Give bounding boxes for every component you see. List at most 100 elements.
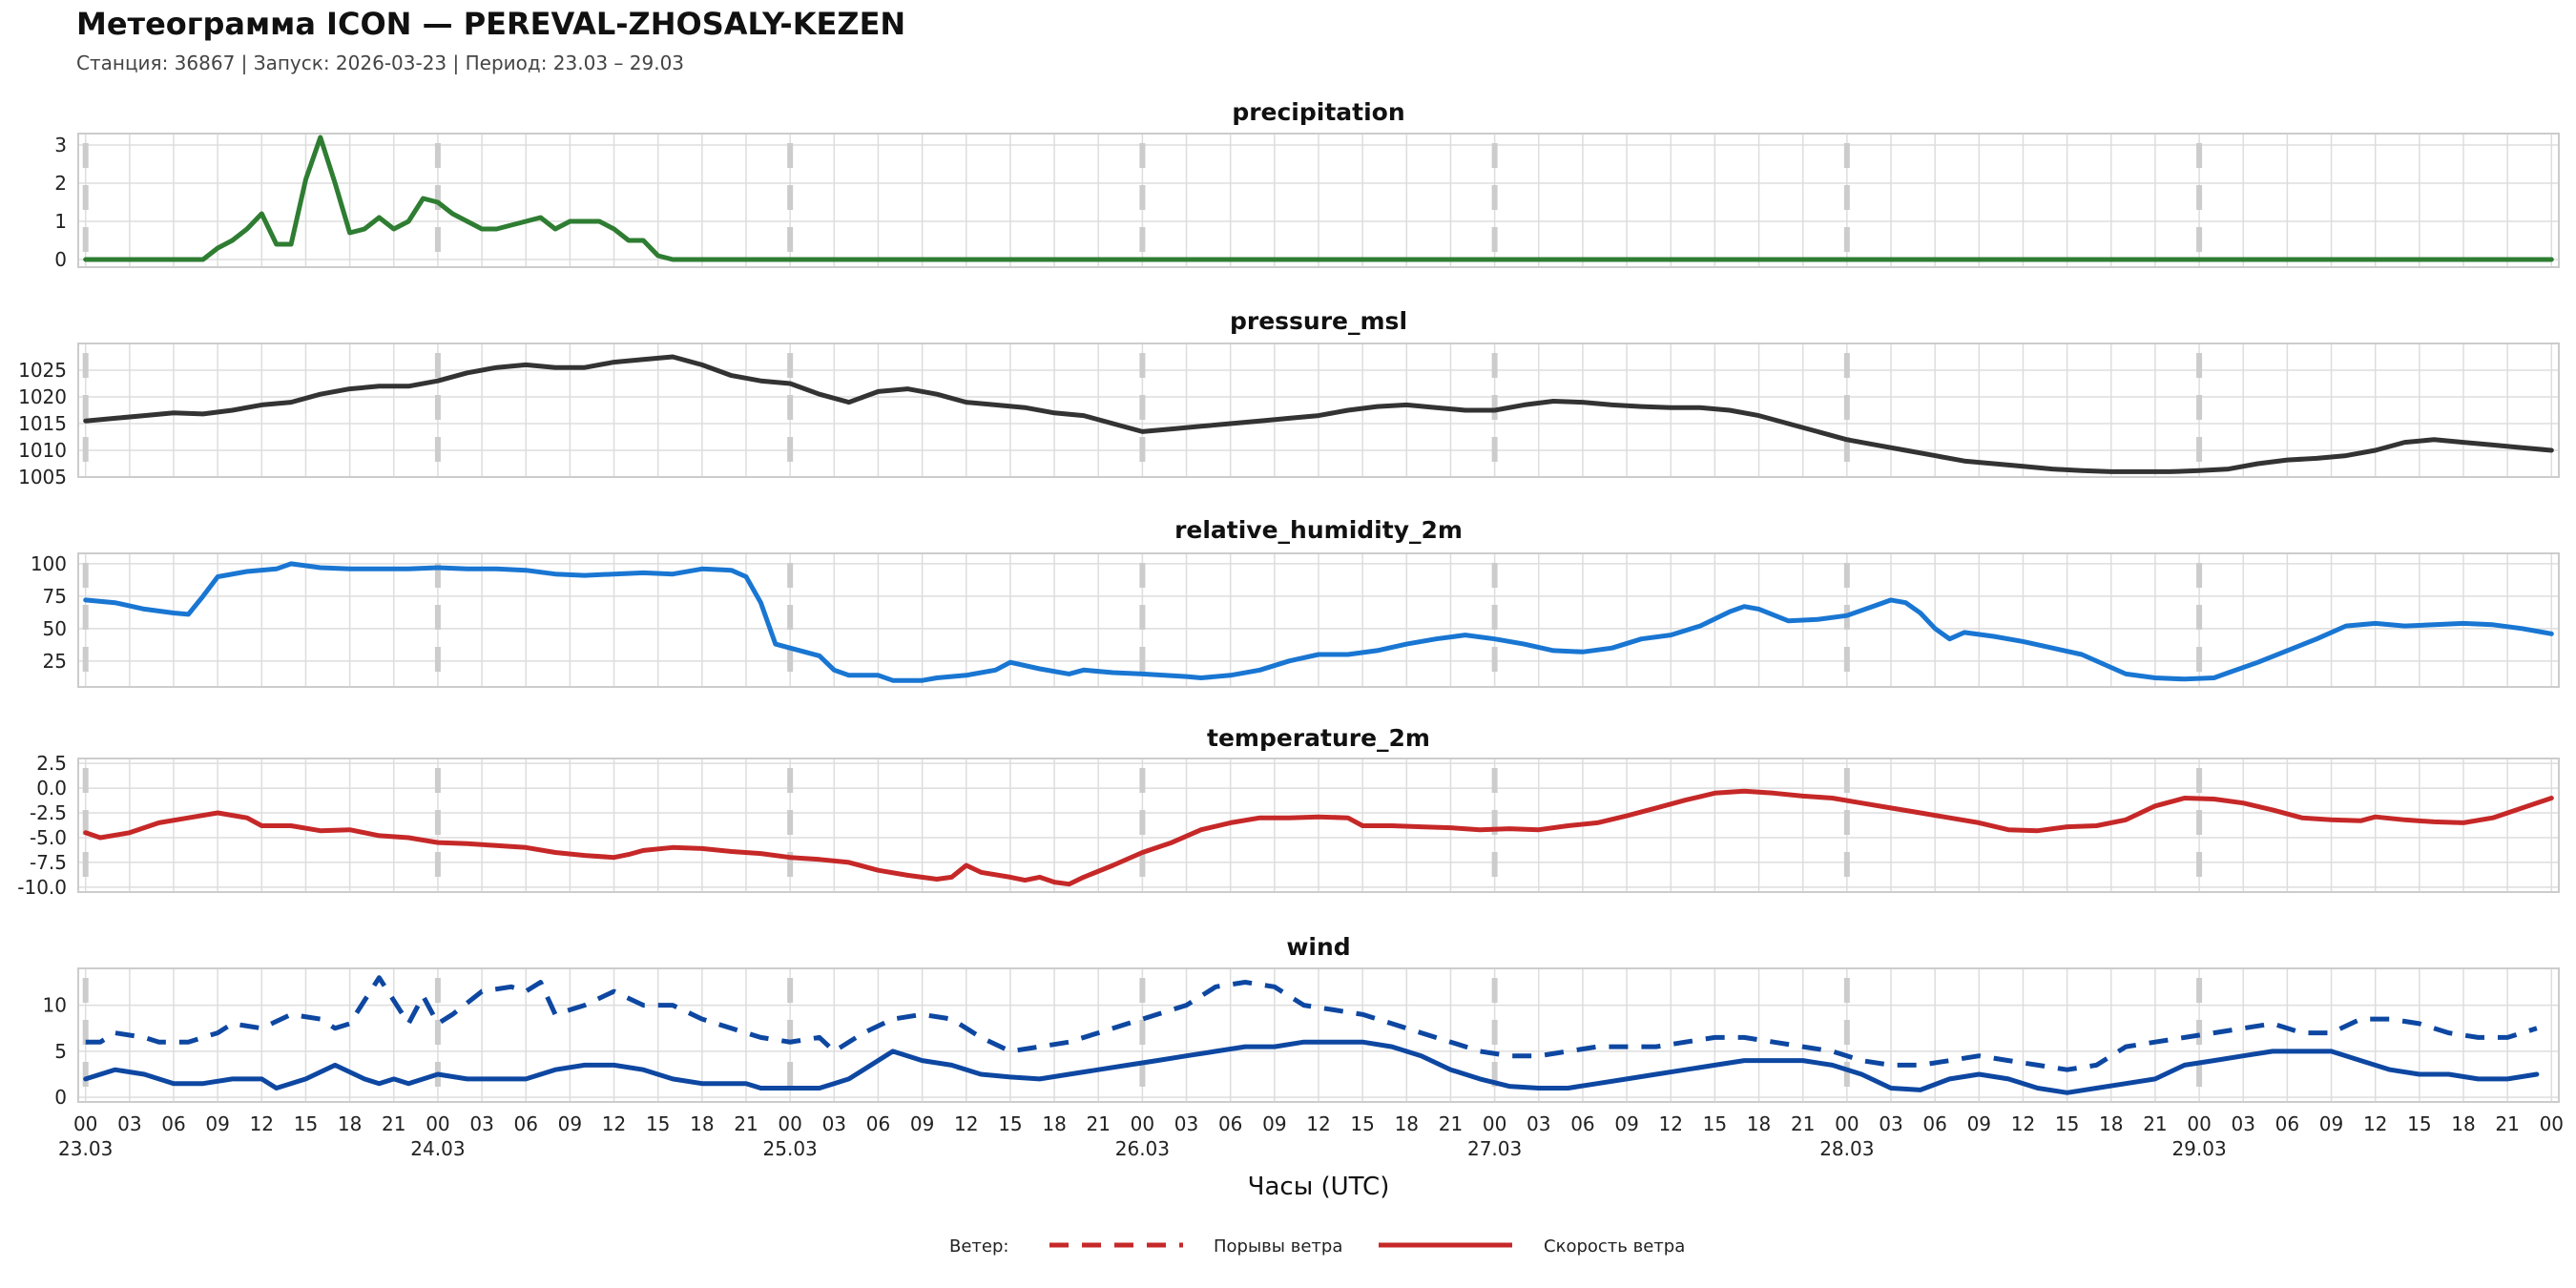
series-line-speed (83, 1039, 2540, 1095)
y-tick-label: -7.5 (30, 851, 67, 874)
legend-speed-label: Скорость ветра (1544, 1236, 1685, 1257)
x-tick-label: 00 (2187, 1112, 2211, 1135)
y-tick-label: -5.0 (30, 826, 67, 849)
x-tick-label: 21 (1439, 1112, 1463, 1135)
panel-precipitation: 0 1 2 3 precipitation (54, 98, 2560, 271)
x-tick-label: 15 (998, 1112, 1022, 1135)
y-tick-label: 2 (54, 172, 67, 195)
panel-frame (77, 133, 2560, 268)
x-tick-label: 12 (2363, 1112, 2387, 1135)
x-tick-label: 06 (2275, 1112, 2299, 1135)
x-tick-label: 06 (161, 1112, 185, 1135)
x-tick-label: 03 (117, 1112, 141, 1135)
y-tick-label: 25 (43, 650, 67, 673)
panel-title: precipitation (1232, 98, 1404, 126)
x-tick-label: 15 (2055, 1112, 2079, 1135)
x-day-label: 24.03 (410, 1137, 465, 1160)
x-tick-label: 06 (1922, 1112, 1946, 1135)
x-tick-label: 00 (73, 1112, 97, 1135)
y-tick-label: 50 (43, 617, 67, 640)
x-tick-label: 09 (910, 1112, 934, 1135)
y-tick-label: 2.5 (36, 752, 67, 775)
x-axis: 00 03 06 09 12 15 18 21 00 03 06 09 12 15 18 21 00 03 06 09… (58, 1112, 2564, 1201)
series-line-gusts (85, 975, 2538, 1072)
x-tick-label: 06 (1570, 1112, 1594, 1135)
x-tick-label: 12 (602, 1112, 626, 1135)
y-tick-label: 0.0 (36, 777, 67, 800)
series-line-pressure-msl (83, 354, 2554, 474)
x-tick-label: 21 (734, 1112, 758, 1135)
x-tick-label: 03 (469, 1112, 493, 1135)
panel-wind: 0 5 10 wind (43, 933, 2560, 1109)
x-tick-label: 15 (1703, 1112, 1727, 1135)
x-tick-label: 15 (2407, 1112, 2431, 1135)
chart-subtitle: Станция: 36867 | Запуск: 2026-03-23 | Пе… (76, 52, 685, 74)
x-tick-label: 21 (2495, 1112, 2519, 1135)
series-line-temperature-2m (83, 788, 2554, 887)
panel-pressure-msl: 1005 1010 1015 1020 1025 pressure_msl (18, 307, 2560, 488)
y-tick-label: -2.5 (30, 801, 67, 824)
x-tick-label: 21 (1791, 1112, 1815, 1135)
x-tick-label: 03 (2232, 1112, 2255, 1135)
panel-title: relative_humidity_2m (1174, 516, 1463, 544)
x-tick-label: 00 (1483, 1112, 1506, 1135)
panel-frame (77, 967, 2560, 1103)
x-day-label: 29.03 (2171, 1137, 2226, 1160)
x-tick-label: 03 (1879, 1112, 1902, 1135)
y-tick-label: 100 (31, 552, 67, 575)
y-tick-label: 1 (54, 210, 67, 233)
x-tick-label: 12 (2011, 1112, 2035, 1135)
panel-frame (77, 343, 2560, 478)
y-tick-label: 0 (54, 248, 67, 271)
x-tick-label: 06 (1218, 1112, 1242, 1135)
x-tick-label: 12 (250, 1112, 274, 1135)
legend-gusts-label: Порывы ветра (1214, 1236, 1342, 1257)
x-tick-label: 18 (1395, 1112, 1419, 1135)
x-tick-label: 06 (514, 1112, 538, 1135)
y-tick-label: 3 (54, 134, 67, 156)
x-day-label: 28.03 (1819, 1137, 1874, 1160)
x-tick-label: 03 (1527, 1112, 1550, 1135)
x-tick-label: 00 (1835, 1112, 1859, 1135)
x-tick-label: 21 (382, 1112, 405, 1135)
x-tick-label: 09 (205, 1112, 229, 1135)
x-tick-label: 18 (2099, 1112, 2123, 1135)
x-tick-label: 00 (2540, 1112, 2564, 1135)
x-tick-label: 00 (1131, 1112, 1154, 1135)
x-tick-label: 12 (1306, 1112, 1330, 1135)
x-axis-label: Часы (UTC) (1248, 1173, 1390, 1201)
chart-title: Метеограмма ICON — PEREVAL-ZHOSALY-KEZEN (76, 6, 906, 42)
x-tick-label: 06 (866, 1112, 890, 1135)
y-tick-label: 10 (43, 994, 67, 1017)
series-line-relative-humidity-2m (83, 561, 2554, 683)
x-tick-label: 09 (1262, 1112, 1286, 1135)
y-tick-label: 1020 (18, 385, 67, 408)
panel-title: temperature_2m (1207, 724, 1430, 752)
x-tick-label: 18 (1042, 1112, 1066, 1135)
x-tick-label: 09 (2319, 1112, 2343, 1135)
panel-frame (77, 552, 2560, 688)
x-day-label: 27.03 (1467, 1137, 1522, 1160)
x-tick-label: 09 (1967, 1112, 1991, 1135)
y-tick-label: 5 (54, 1040, 67, 1063)
x-tick-label: 18 (690, 1112, 714, 1135)
y-tick-label: 1005 (18, 466, 67, 488)
x-tick-label: 18 (2451, 1112, 2475, 1135)
x-tick-label: 03 (1174, 1112, 1198, 1135)
legend: Ветер: Порывы ветра Скорость ветра (949, 1236, 1685, 1257)
x-tick-label: 15 (1350, 1112, 1374, 1135)
x-tick-label: 18 (1747, 1112, 1771, 1135)
x-day-label: 23.03 (58, 1137, 113, 1160)
x-tick-label: 00 (426, 1112, 449, 1135)
x-tick-label: 15 (294, 1112, 318, 1135)
y-tick-label: 1010 (18, 439, 67, 462)
x-tick-label: 18 (338, 1112, 362, 1135)
x-day-label: 25.03 (763, 1137, 818, 1160)
series-line-precipitation (83, 135, 2554, 262)
y-tick-label: -10.0 (17, 876, 67, 899)
x-tick-label: 03 (822, 1112, 846, 1135)
y-tick-label: 75 (43, 585, 67, 608)
x-day-label: 26.03 (1115, 1137, 1170, 1160)
x-tick-label: 15 (646, 1112, 670, 1135)
